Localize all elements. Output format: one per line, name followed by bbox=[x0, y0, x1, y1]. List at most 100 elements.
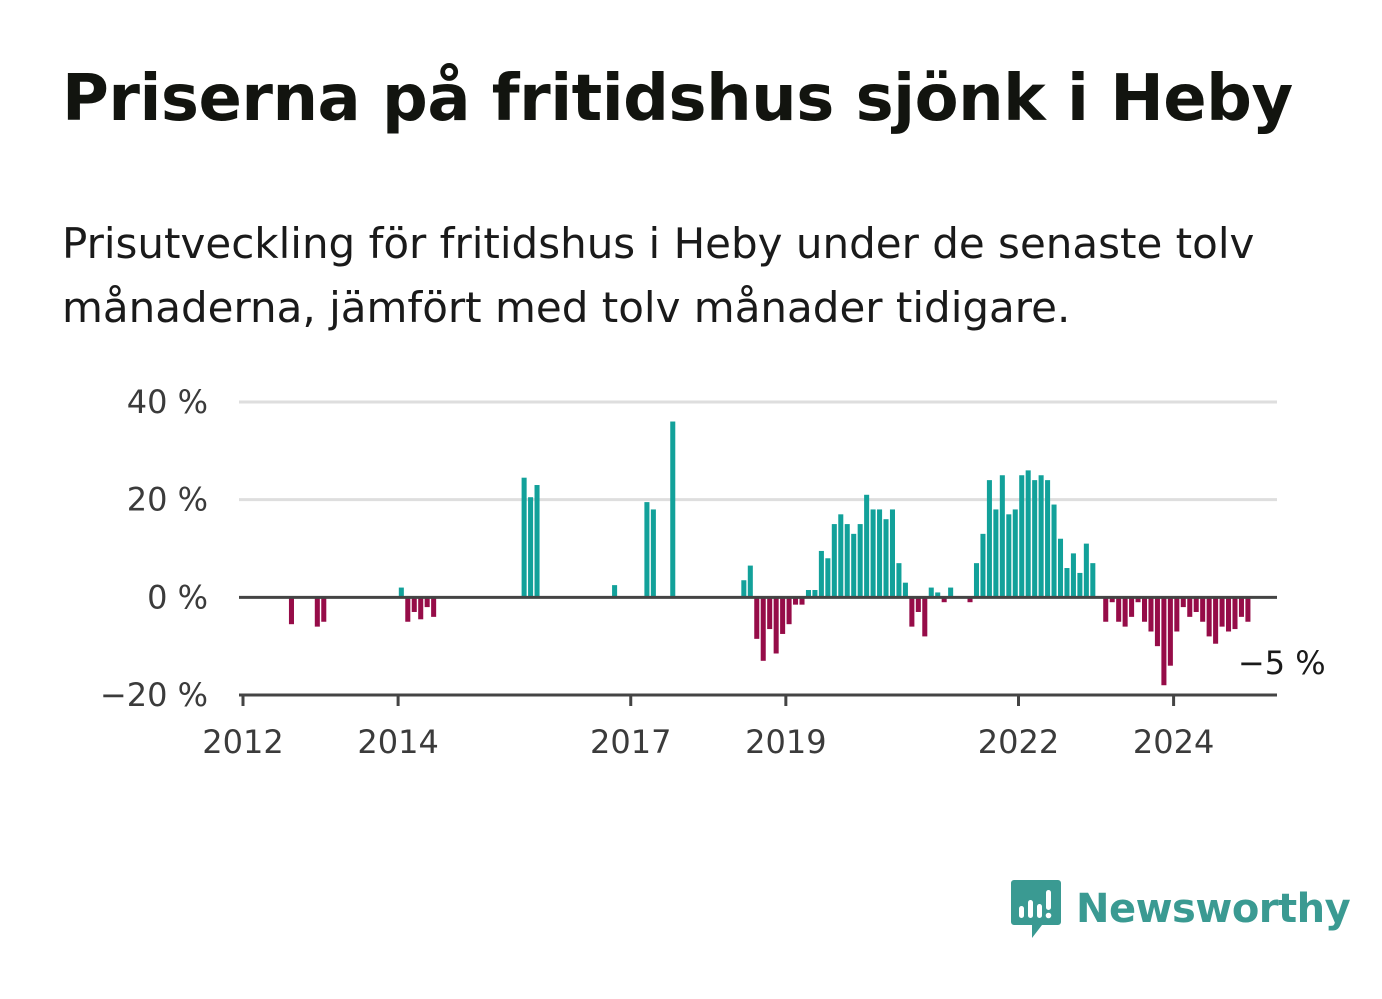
x-tick-label: 2019 bbox=[745, 723, 826, 761]
bar bbox=[1019, 475, 1025, 598]
bar bbox=[935, 592, 941, 598]
bar bbox=[928, 587, 934, 598]
bar bbox=[760, 597, 766, 661]
bar bbox=[747, 565, 753, 598]
bar bbox=[1154, 597, 1160, 647]
y-tick-label: 40 % bbox=[127, 383, 208, 421]
bar bbox=[1103, 597, 1109, 622]
bar bbox=[1193, 597, 1199, 612]
bar bbox=[857, 524, 863, 598]
bar bbox=[1006, 514, 1012, 598]
bar bbox=[431, 597, 437, 617]
bar bbox=[1213, 597, 1219, 644]
bar bbox=[941, 597, 947, 603]
bar bbox=[1142, 597, 1148, 622]
chart-title: Priserna på fritidshus sjönk i Heby bbox=[62, 62, 1293, 136]
bar bbox=[896, 563, 902, 598]
bar bbox=[922, 597, 928, 637]
bar bbox=[838, 514, 844, 598]
bar bbox=[1116, 597, 1122, 622]
bar bbox=[521, 477, 527, 598]
bar bbox=[948, 587, 954, 598]
bar bbox=[1232, 597, 1238, 630]
bar bbox=[1226, 597, 1232, 632]
bar bbox=[1167, 597, 1173, 666]
bar bbox=[864, 494, 870, 598]
bar bbox=[314, 597, 320, 627]
bar bbox=[883, 519, 889, 598]
x-tick-label: 2022 bbox=[978, 723, 1059, 761]
bar bbox=[1238, 597, 1244, 617]
bar bbox=[1245, 597, 1251, 622]
bar bbox=[780, 597, 786, 634]
x-tick-label: 2014 bbox=[357, 723, 438, 761]
bar bbox=[398, 587, 404, 598]
bar bbox=[1200, 597, 1206, 622]
x-axis-labels: 2012 2014 2017 2019 2022 2024 bbox=[202, 723, 1214, 761]
bar bbox=[1180, 597, 1186, 608]
bar bbox=[528, 497, 534, 598]
bar bbox=[1174, 597, 1180, 632]
bar bbox=[650, 509, 656, 598]
bar bbox=[1187, 597, 1193, 617]
bar bbox=[534, 485, 540, 598]
bar bbox=[831, 524, 837, 598]
bar bbox=[1012, 509, 1018, 598]
bar bbox=[1064, 568, 1070, 598]
bar bbox=[411, 597, 417, 612]
bar bbox=[612, 585, 618, 598]
bar bbox=[1122, 597, 1128, 627]
grid-lines bbox=[239, 400, 1277, 502]
bar bbox=[915, 597, 921, 612]
axes bbox=[239, 595, 1277, 706]
bar bbox=[870, 509, 876, 598]
x-tick-label: 2012 bbox=[202, 723, 283, 761]
bar bbox=[644, 502, 650, 598]
bar bbox=[825, 558, 831, 598]
bar bbox=[786, 597, 792, 625]
bar bbox=[973, 563, 980, 598]
bars bbox=[288, 421, 1251, 686]
y-tick-label: 0 % bbox=[147, 578, 208, 616]
bar bbox=[1083, 543, 1089, 598]
bar bbox=[967, 597, 973, 603]
chart-subtitle: Prisutveckling för fritidshus i Heby und… bbox=[62, 219, 1255, 332]
bar bbox=[1161, 597, 1167, 686]
bar bbox=[1206, 597, 1212, 637]
value-annotation: −5 % bbox=[1238, 644, 1326, 682]
bar bbox=[424, 597, 430, 608]
bar bbox=[902, 582, 908, 598]
bar bbox=[1090, 563, 1096, 598]
bar bbox=[741, 580, 747, 598]
bar bbox=[1051, 504, 1057, 598]
bar bbox=[980, 533, 986, 598]
bar bbox=[767, 597, 773, 630]
bar bbox=[999, 475, 1005, 598]
bar bbox=[1219, 597, 1225, 627]
bar bbox=[1045, 480, 1051, 598]
bar bbox=[909, 597, 915, 627]
brand-name: Newsworthy bbox=[1076, 886, 1351, 932]
bar bbox=[877, 509, 883, 598]
bar bbox=[288, 597, 294, 625]
bar bbox=[1148, 597, 1154, 632]
bar bbox=[1025, 470, 1031, 598]
y-tick-label: −20 % bbox=[100, 676, 208, 714]
newsworthy-logo-icon bbox=[1011, 880, 1061, 938]
bar bbox=[793, 597, 799, 605]
bar bbox=[1038, 475, 1044, 598]
bar bbox=[1135, 597, 1141, 603]
bar bbox=[773, 597, 779, 654]
bar bbox=[321, 597, 327, 622]
bar bbox=[812, 590, 818, 598]
y-axis-labels: −20 % 0 % 20 % 40 % bbox=[100, 383, 208, 714]
y-tick-label: 20 % bbox=[127, 481, 208, 519]
bar bbox=[844, 524, 850, 598]
brand-logo: Newsworthy bbox=[1010, 878, 1351, 940]
bar bbox=[986, 480, 992, 598]
x-tick-label: 2017 bbox=[590, 723, 671, 761]
bar-chart: −20 % 0 % 20 % 40 % 2012 2014 2017 2019 2022 202… bbox=[100, 383, 1326, 761]
bar bbox=[993, 509, 999, 598]
bar bbox=[818, 550, 824, 598]
bar bbox=[1070, 553, 1076, 598]
